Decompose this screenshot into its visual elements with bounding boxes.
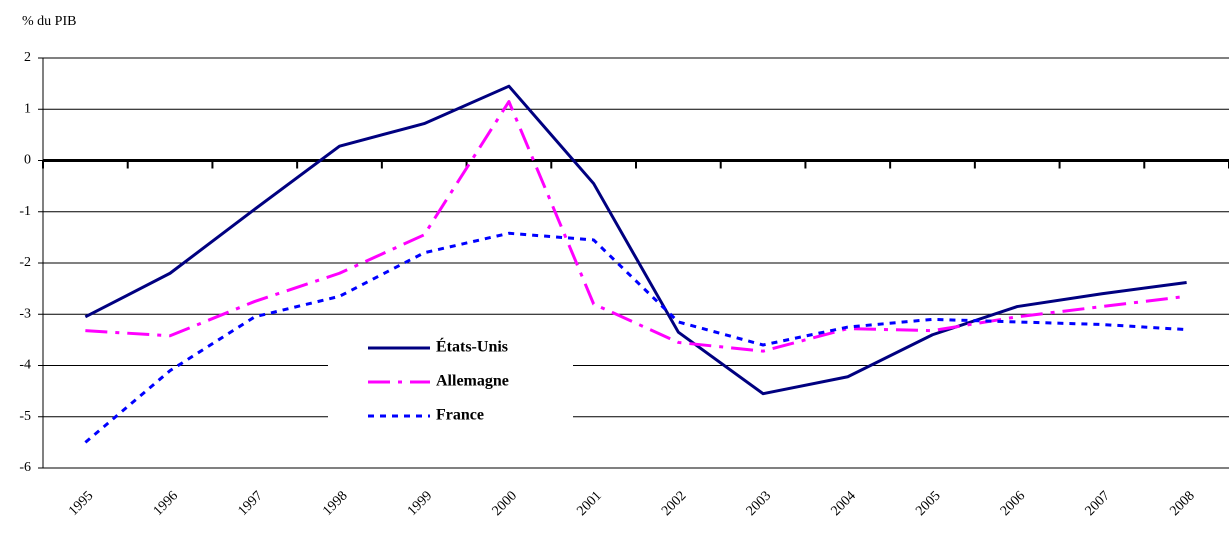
x-tick-label: 1999 <box>405 488 435 518</box>
x-tick-label: 2007 <box>1083 488 1113 518</box>
legend-label: Allemagne <box>436 373 509 390</box>
y-tick-label: -4 <box>19 358 31 373</box>
legend: États-Unis Allemagne France <box>328 327 573 432</box>
y-tick-label: -3 <box>19 306 31 321</box>
series-line <box>84 84 1187 396</box>
y-tick-label: 2 <box>24 50 31 65</box>
x-tick-label: 1998 <box>320 488 350 518</box>
x-tick-label: 2002 <box>659 488 689 518</box>
series-line <box>84 231 1187 444</box>
x-tick-label: 2003 <box>744 488 774 518</box>
y-axis-label: % du PIB <box>22 14 76 29</box>
x-tick-label: 2000 <box>490 488 520 518</box>
y-tick-label: -2 <box>19 255 31 270</box>
y-tick-label: 0 <box>24 153 31 168</box>
legend-label: France <box>436 407 484 424</box>
x-tick-label: 2005 <box>913 488 943 518</box>
y-tick-label: -5 <box>19 409 31 424</box>
y-tick-label: -1 <box>19 204 31 219</box>
y-tick-label: -6 <box>19 460 31 475</box>
x-tick-label: 1997 <box>235 488 265 518</box>
legend-label: États-Unis <box>436 337 508 356</box>
x-tick-label: 1995 <box>66 488 96 518</box>
x-tick-label: 2008 <box>1167 488 1197 518</box>
series-line <box>85 100 1187 353</box>
x-tick-label: 1996 <box>151 488 181 518</box>
x-tick-label: 2001 <box>574 488 604 518</box>
x-tick-label: 2006 <box>998 488 1028 518</box>
y-tick-label: 1 <box>24 101 31 116</box>
x-tick-label: 2004 <box>828 488 858 518</box>
